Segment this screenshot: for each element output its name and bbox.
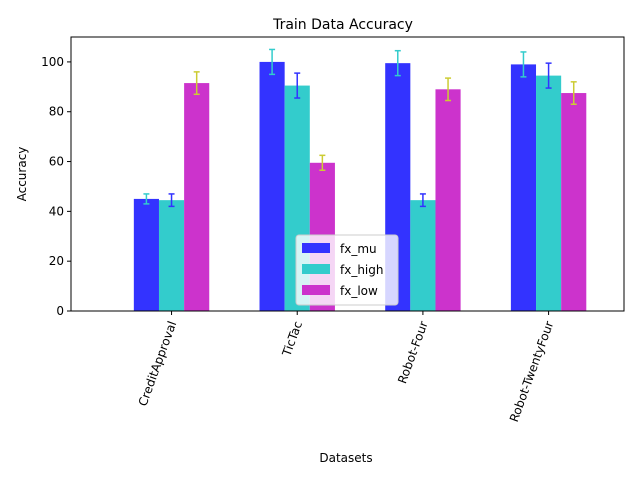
legend-label-fx_high: fx_high <box>340 263 384 277</box>
bar-fx_high-CreditApproval <box>158 200 185 311</box>
x-tick-label-TicTac: TicTac <box>279 319 305 359</box>
axes-frame <box>70 36 625 312</box>
y-tick-label-80: 80 <box>49 105 64 119</box>
x-axis-label: Datasets <box>319 451 372 465</box>
bar-fx_mu-TicTac <box>259 61 285 312</box>
legend-swatch-fx_high <box>302 264 330 274</box>
bar-fx_mu-Robot-TwentyFour <box>510 64 537 312</box>
bar-fx_low-CreditApproval <box>184 83 210 311</box>
bar-fx_low-Robot-Four <box>435 89 461 312</box>
bar-fx_high-Robot-TwentyFour <box>536 75 562 311</box>
y-tick-label-20: 20 <box>49 254 64 268</box>
y-tick-label-0: 0 <box>56 304 64 318</box>
plot-area: 0 20 40 60 80 100 CreditApproval TicTac Robot-Fo… <box>41 36 625 424</box>
legend-label-fx_low: fx_low <box>340 284 378 298</box>
x-tick-label-Robot-TwentyFour: Robot-TwentyFour <box>507 319 557 424</box>
chart-title: Train Data Accuracy <box>272 17 413 33</box>
bar-fx_mu-CreditApproval <box>133 198 159 311</box>
y-tick-label-100: 100 <box>41 55 64 69</box>
y-axis-label: Accuracy <box>15 147 29 202</box>
bar-fx_low-Robot-TwentyFour <box>561 93 587 311</box>
bar-fx_high-Robot-Four <box>410 200 436 311</box>
x-tick-label-CreditApproval: CreditApproval <box>136 319 180 408</box>
legend-swatch-fx_mu <box>302 243 330 253</box>
y-tick-label-60: 60 <box>49 155 64 169</box>
x-tick-label-Robot-Four: Robot-Four <box>395 319 431 385</box>
y-tick-label-40: 40 <box>49 204 64 218</box>
legend-swatch-fx_low <box>302 285 330 295</box>
legend-label-fx_mu: fx_mu <box>340 242 377 256</box>
